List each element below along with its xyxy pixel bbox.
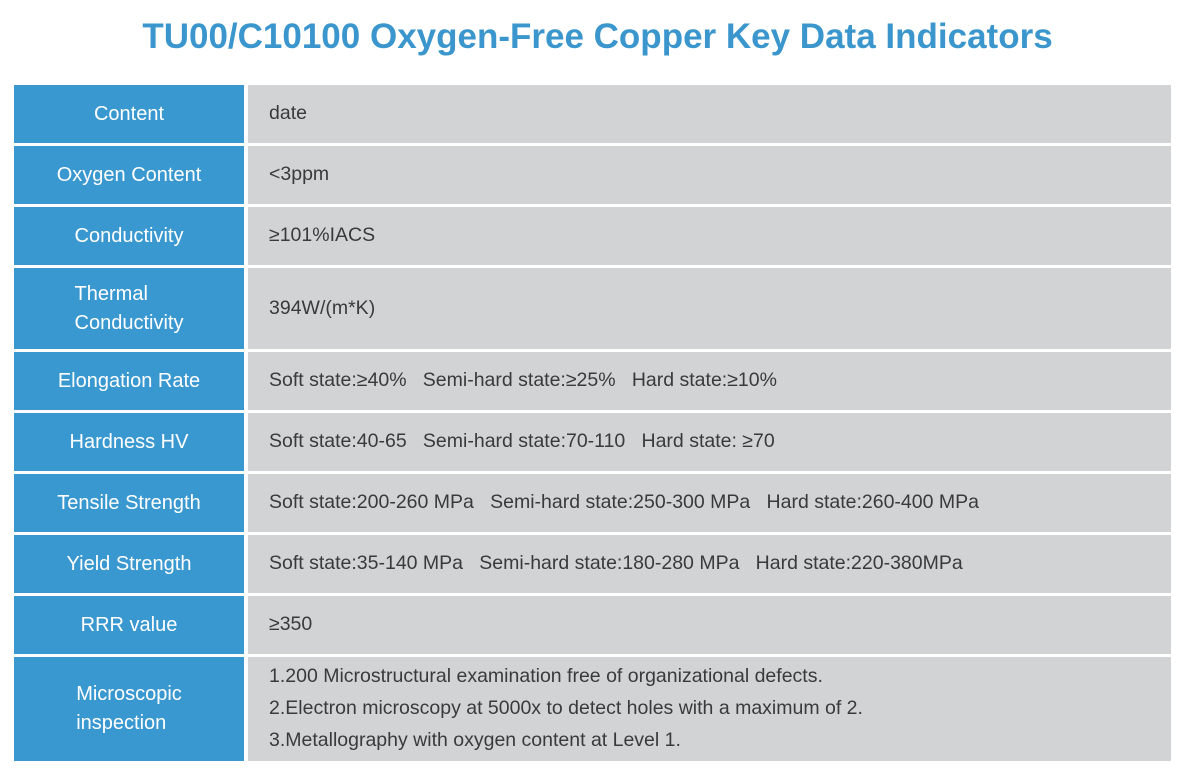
row-header-label: Content [93,102,165,125]
table-row-elongation-rate: Elongation Rate Soft state:≥40% Semi-har… [14,352,1171,410]
row-header-cell: Oxygen Content [14,146,244,204]
row-value-cell: 394W/(m*K) [248,268,1171,349]
row-value-text: date [269,102,307,125]
row-value-text: ≥101%IACS [269,224,376,247]
row-header-cell: Yield Strength [14,535,244,593]
row-value-cell: ≥350 [248,596,1171,654]
page-title: TU00/C10100 Oxygen-Free Copper Key Data … [142,17,1053,56]
row-value-cell: <3ppm [248,146,1171,204]
row-header-cell: Microscopic inspection [14,657,244,761]
row-header-cell: Elongation Rate [14,352,244,410]
table-row-thermal-conductivity: Thermal Conductivity 394W/(m*K) [14,268,1171,349]
spec-table: Content date Oxygen Content <3ppm Conduc… [14,85,1171,761]
row-value-text: 394W/(m*K) [269,296,376,319]
row-header-label: RRR value [80,613,178,636]
row-header-label: Yield Strength [66,552,192,575]
table-row-hardness-hv: Hardness HV Soft state:40-65 Semi-hard s… [14,413,1171,471]
row-header-label: Hardness HV [69,430,189,453]
row-header-cell: Tensile Strength [14,474,244,532]
row-header-label: Conductivity [74,224,184,247]
row-value-cell: Soft state:40-65 Semi-hard state:70-110 … [248,413,1171,471]
table-row-content: Content date [14,85,1171,143]
table-row-yield-strength: Yield Strength Soft state:35-140 MPa Sem… [14,535,1171,593]
row-header-label: Tensile Strength [57,491,201,514]
row-header-cell: Thermal Conductivity [14,268,244,349]
table-row-tensile-strength: Tensile Strength Soft state:200-260 MPa … [14,474,1171,532]
row-header-cell: Hardness HV [14,413,244,471]
row-header-cell: Conductivity [14,207,244,265]
row-value-cell: Soft state:200-260 MPa Semi-hard state:2… [248,474,1171,532]
row-value-text: ≥350 [269,613,313,636]
row-header-cell: Content [14,85,244,143]
row-value-text: Soft state:40-65 Semi-hard state:70-110 … [269,430,775,453]
row-header-label: Thermal Conductivity [74,282,184,334]
row-header-label: Oxygen Content [56,163,202,186]
row-value-cell: ≥101%IACS [248,207,1171,265]
row-value-cell: date [248,85,1171,143]
row-header-cell: RRR value [14,596,244,654]
table-row-microscopic-inspection: Microscopic inspection 1.200 Microstruct… [14,657,1171,761]
row-value-cell: 1.200 Microstructural examination free o… [248,657,1171,761]
row-value-text: Soft state:35-140 MPa Semi-hard state:18… [269,552,963,575]
row-header-label: Elongation Rate [57,369,201,392]
row-value-cell: Soft state:35-140 MPa Semi-hard state:18… [248,535,1171,593]
row-value-text: 1.200 Microstructural examination free o… [269,665,863,751]
table-row-conductivity: Conductivity ≥101%IACS [14,207,1171,265]
table-row-rrr-value: RRR value ≥350 [14,596,1171,654]
row-value-text: Soft state:200-260 MPa Semi-hard state:2… [269,491,979,514]
row-value-text: Soft state:≥40% Semi-hard state:≥25% Har… [269,369,777,392]
row-header-label: Microscopic inspection [76,682,182,734]
row-value-text: <3ppm [269,163,330,186]
table-row-oxygen-content: Oxygen Content <3ppm [14,146,1171,204]
row-value-cell: Soft state:≥40% Semi-hard state:≥25% Har… [248,352,1171,410]
